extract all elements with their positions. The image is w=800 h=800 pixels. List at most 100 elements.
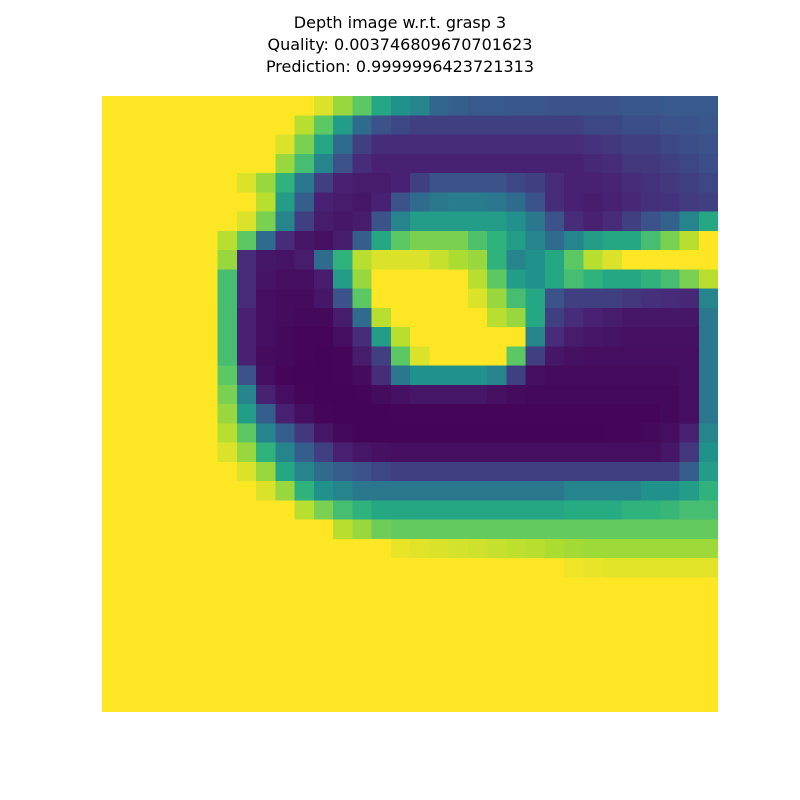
heatmap-cell-r10-c7 [236,288,257,309]
heatmap-cell-r6-c13 [352,211,372,232]
heatmap-cell-r27-c16 [410,615,430,636]
heatmap-cell-r8-c5 [198,250,218,270]
heatmap-cell-r1-c3 [159,115,180,135]
heatmap-cell-r28-c17 [429,635,449,655]
heatmap-cell-r26-c19 [467,596,488,617]
heatmap-cell-r4-c2 [140,173,161,193]
heatmap-cell-r27-c15 [390,615,411,636]
heatmap-cell-r27-c6 [217,615,238,636]
heatmap-cell-r22-c20 [487,519,507,540]
heatmap-cell-r21-c29 [660,500,680,520]
heatmap-cell-r1-c6 [217,115,238,135]
heatmap-cell-r23-c7 [236,538,257,559]
heatmap-cell-r4-c14 [371,173,392,193]
heatmap-cell-r14-c1 [121,365,141,386]
heatmap-cell-r25-c0 [102,577,122,597]
heatmap-cell-r26-c24 [564,596,584,617]
heatmap-cell-r2-c14 [371,134,392,155]
heatmap-cell-r7-c12 [333,230,353,251]
heatmap-cell-r24-c9 [275,558,295,578]
heatmap-cell-r21-c27 [621,500,642,520]
heatmap-cell-r16-c26 [602,404,623,424]
heatmap-cell-r17-c4 [179,423,199,443]
heatmap-cell-r27-c18 [448,615,469,636]
heatmap-cell-r15-c14 [371,384,392,405]
heatmap-cell-r6-c20 [487,211,507,232]
heatmap-cell-r0-c26 [602,96,623,116]
heatmap-cell-r27-c13 [352,615,372,636]
heatmap-cell-r15-c21 [506,384,526,405]
heatmap-cell-r26-c17 [429,596,449,617]
heatmap-cell-r28-c29 [660,635,680,655]
heatmap-cell-r15-c11 [313,384,334,405]
heatmap-cell-r28-c7 [236,635,257,655]
heatmap-cell-r3-c25 [583,153,603,174]
heatmap-cell-r16-c7 [236,404,257,424]
heatmap-cell-r19-c18 [448,461,469,482]
heatmap-cell-r24-c0 [102,558,122,578]
heatmap-cell-r4-c19 [467,173,488,193]
heatmap-cell-r25-c2 [140,577,161,597]
heatmap-cell-r18-c31 [698,442,718,463]
heatmap-cell-r7-c15 [390,230,411,251]
heatmap-cell-r23-c17 [429,538,449,559]
heatmap-cell-r14-c24 [564,365,584,386]
heatmap-cell-r25-c16 [410,577,430,597]
heatmap-cell-r8-c31 [698,250,718,270]
heatmap-cell-r3-c10 [294,153,315,174]
heatmap-cell-r29-c10 [294,654,315,674]
heatmap-cell-r3-c22 [525,153,546,174]
heatmap-cell-r13-c23 [544,346,565,366]
heatmap-cell-r12-c30 [679,327,700,347]
heatmap-cell-r14-c23 [544,365,565,386]
heatmap-cell-r22-c22 [525,519,546,540]
heatmap-cell-r8-c15 [390,250,411,270]
heatmap-cell-r0-c19 [467,96,488,116]
heatmap-cell-r16-c0 [102,404,122,424]
heatmap-cell-r9-c7 [236,269,257,289]
heatmap-cell-r14-c9 [275,365,295,386]
heatmap-cell-r27-c26 [602,615,623,636]
heatmap-cell-r5-c5 [198,192,218,212]
heatmap-cell-r27-c28 [641,615,661,636]
heatmap-cell-r19-c6 [217,461,238,482]
heatmap-cell-r21-c3 [159,500,180,520]
heatmap-cell-r1-c30 [679,115,700,135]
heatmap-cell-r13-c18 [448,346,469,366]
heatmap-cell-r17-c27 [621,423,642,443]
heatmap-cell-r3-c23 [544,153,565,174]
heatmap-cell-r26-c10 [294,596,315,617]
heatmap-cell-r20-c23 [544,481,565,501]
heatmap-cell-r20-c0 [102,481,122,501]
heatmap-cell-r25-c9 [275,577,295,597]
heatmap-cell-r22-c24 [564,519,584,540]
heatmap-cell-r19-c5 [198,461,218,482]
heatmap-cell-r22-c6 [217,519,238,540]
heatmap-cell-r12-c24 [564,327,584,347]
heatmap-cell-r25-c19 [467,577,488,597]
heatmap-cell-r21-c15 [390,500,411,520]
heatmap-cell-r14-c2 [140,365,161,386]
heatmap-cell-r6-c1 [121,211,141,232]
heatmap-cell-r22-c18 [448,519,469,540]
heatmap-cell-r10-c17 [429,288,449,309]
heatmap-cell-r1-c1 [121,115,141,135]
heatmap-cell-r22-c12 [333,519,353,540]
heatmap-cell-r26-c15 [390,596,411,617]
heatmap-cell-r21-c11 [313,500,334,520]
heatmap-cell-r26-c5 [198,596,218,617]
heatmap-cell-r15-c15 [390,384,411,405]
heatmap-cell-r27-c3 [159,615,180,636]
heatmap-cell-r26-c25 [583,596,603,617]
heatmap-cell-r11-c1 [121,307,141,328]
heatmap-cell-r30-c14 [371,673,392,694]
heatmap-cell-r19-c4 [179,461,199,482]
heatmap-cell-r1-c25 [583,115,603,135]
heatmap-cell-r9-c21 [506,269,526,289]
heatmap-cell-r15-c4 [179,384,199,405]
heatmap-cell-r8-c16 [410,250,430,270]
heatmap-cell-r24-c23 [544,558,565,578]
heatmap-cell-r29-c12 [333,654,353,674]
heatmap-cell-r14-c8 [256,365,276,386]
heatmap-cell-r5-c20 [487,192,507,212]
